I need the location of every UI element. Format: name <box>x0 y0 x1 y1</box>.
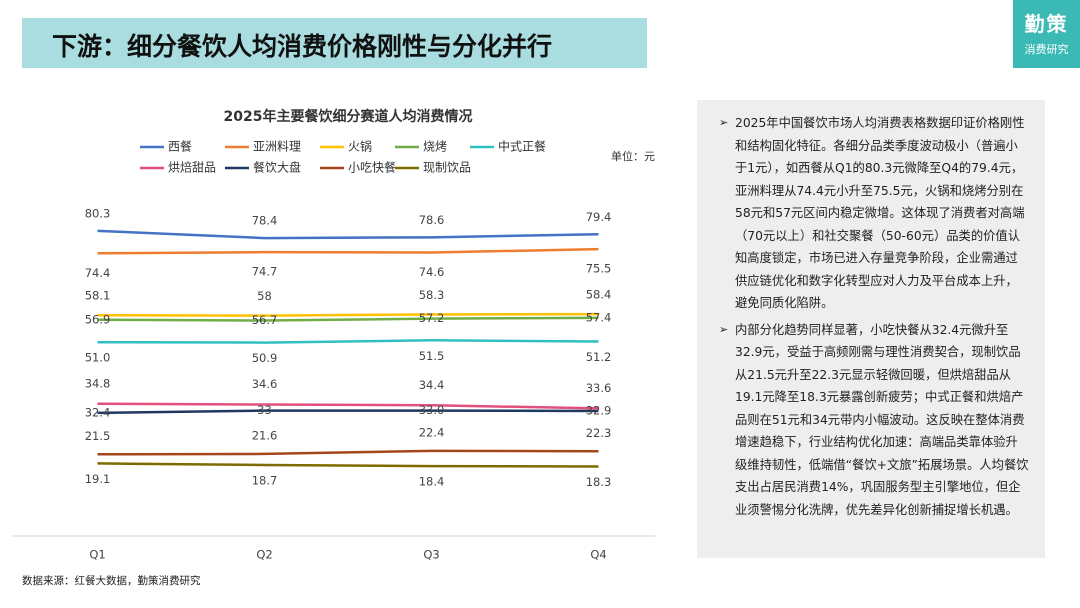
series-line <box>97 449 599 456</box>
logo-name: 勤策 <box>1024 12 1069 36</box>
data-label: 18.7 <box>252 473 278 487</box>
data-label: 32.4 <box>85 405 111 419</box>
data-label: 79.4 <box>586 210 612 224</box>
data-label: 51.0 <box>85 351 111 365</box>
unit-label: 单位：元 <box>611 149 655 163</box>
data-label: 74.7 <box>252 265 278 279</box>
data-label: 34.8 <box>85 376 111 390</box>
data-label: 56.7 <box>252 313 278 327</box>
data-label: 32.9 <box>586 403 612 417</box>
data-label: 57.4 <box>586 310 612 324</box>
data-label: 18.3 <box>586 475 612 489</box>
data-label: 19.1 <box>85 472 111 486</box>
data-label: 33.6 <box>586 381 612 395</box>
data-label: 75.5 <box>586 262 612 276</box>
legend-label: 西餐 <box>168 139 192 154</box>
chart-title: 2025年主要餐饮细分赛道人均消费情况 <box>224 108 473 125</box>
legend-label: 餐饮大盘 <box>253 160 301 175</box>
data-label: 21.6 <box>252 428 278 442</box>
data-label: 51.2 <box>586 350 612 364</box>
data-label: 57.2 <box>419 311 445 325</box>
legend-label: 烘焙甜品 <box>168 160 216 175</box>
data-label: 80.3 <box>85 206 111 220</box>
title-bar: 下游：细分餐饮人均消费价格刚性与分化并行 <box>22 18 647 68</box>
legend-label: 现制饮品 <box>423 161 471 175</box>
data-label: 34.6 <box>252 377 278 391</box>
series-line <box>97 339 599 344</box>
chart: 2025年主要餐饮细分赛道人均消费情况 单位：元 Q1 Q2 Q3 Q4 西餐 亚洲料理 火… <box>12 108 655 562</box>
data-label: 58.1 <box>85 289 111 303</box>
legend-label: 小吃快餐 <box>348 160 396 175</box>
series-line <box>97 402 599 410</box>
source: 数据来源：红餐大数据，勤策消费研究 <box>22 575 201 587</box>
series-line <box>97 409 599 415</box>
notes-panel: 2025年中国餐饮市场人均消费表格数据印证价格刚性和结构固化特征。各细分品类季度… <box>697 100 1045 558</box>
series-line <box>97 247 599 255</box>
slide-title: 下游：细分餐饮人均消费价格刚性与分化并行 <box>52 32 553 61</box>
data-label: 56.9 <box>85 312 111 326</box>
data-label: 74.4 <box>85 266 111 280</box>
data-label: 21.5 <box>85 429 111 443</box>
series-line <box>97 229 599 240</box>
x-tick-label: Q2 <box>256 548 272 562</box>
logo-subtitle: 消费研究 <box>1024 43 1069 56</box>
data-label: 58 <box>257 289 272 303</box>
bullet: 内部分化趋势同样显著，小吃快餐从32.4元微升至32.9元，受益于高频刚需与理性… <box>719 319 1029 522</box>
logo: 勤策 消费研究 <box>1013 0 1080 68</box>
x-tick-label: Q1 <box>89 548 105 562</box>
data-label: 78.4 <box>252 214 278 228</box>
data-label: 58.4 <box>586 288 612 302</box>
x-tick-label: Q4 <box>590 548 606 562</box>
data-label: 22.3 <box>586 426 612 440</box>
legend-label: 中式正餐 <box>498 139 546 154</box>
data-label: 33 <box>257 403 272 417</box>
series-line <box>97 462 599 468</box>
legend-label: 亚洲料理 <box>253 140 301 154</box>
data-label: 22.4 <box>419 425 445 439</box>
legend-label: 烧烤 <box>423 139 447 154</box>
x-tick-label: Q3 <box>423 548 439 562</box>
series-line <box>97 312 599 317</box>
legend-label: 火锅 <box>348 139 372 154</box>
data-label: 51.5 <box>419 349 445 363</box>
series-line <box>97 316 599 322</box>
data-label: 58.3 <box>419 288 445 302</box>
bullet: 2025年中国餐饮市场人均消费表格数据印证价格刚性和结构固化特征。各细分品类季度… <box>719 112 1029 315</box>
data-label: 78.6 <box>419 213 445 227</box>
data-label: 34.4 <box>419 378 445 392</box>
data-label: 74.6 <box>419 265 445 279</box>
data-label: 50.9 <box>252 351 278 365</box>
data-label: 33.0 <box>419 403 445 417</box>
data-label: 18.4 <box>419 475 445 489</box>
